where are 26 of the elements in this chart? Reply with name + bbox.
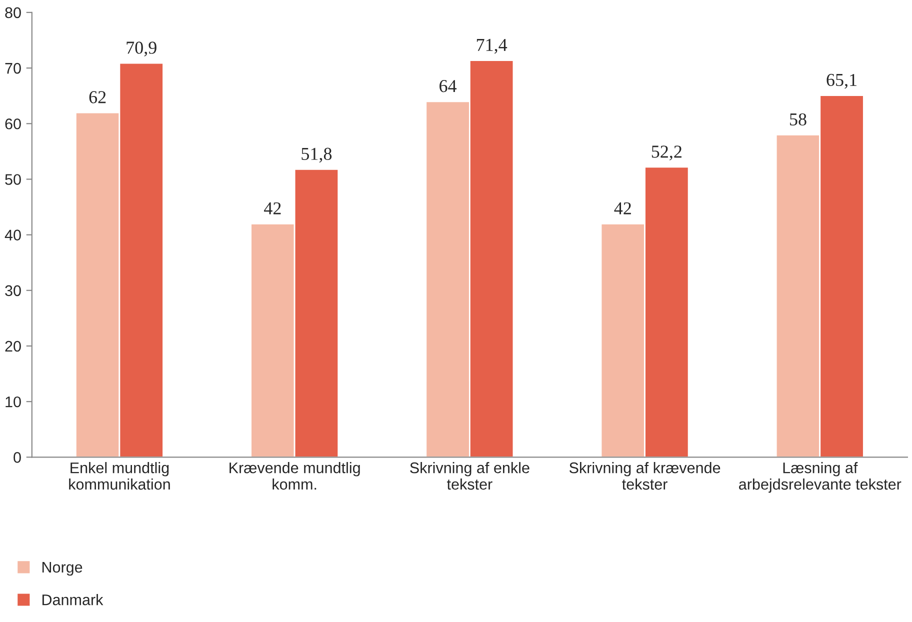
y-tick-label: 0 (14, 452, 21, 463)
data-label: 62 (89, 91, 106, 104)
data-label: 71,4 (476, 38, 508, 54)
data-label: 51,8 (302, 148, 332, 163)
y-tick-label: 10 (6, 396, 21, 408)
legend-label: Danmark (42, 594, 104, 606)
data-label: 52,2 (652, 146, 682, 160)
y-tick-label: 80 (5, 7, 21, 18)
y-tick-label: 30 (5, 285, 21, 296)
y-tick-label: 20 (5, 340, 21, 352)
x-tick-label: Skrivning af enkle tekster (410, 462, 530, 490)
data-label: 65,1 (826, 74, 856, 89)
data-label: 42 (264, 202, 281, 214)
x-tick-label: Enkel mundtlig kommunikation (69, 462, 170, 490)
x-tick-label: Krævende mundtlig komm. (230, 462, 360, 490)
data-label: 64 (440, 80, 457, 92)
legend-label: Norge (42, 562, 82, 576)
x-tick-label: Læsning af arbejdsrelevante tekster (739, 462, 902, 493)
data-label: 58 (790, 113, 806, 126)
y-tick-label: 40 (4, 230, 21, 240)
y-tick-label: 70 (5, 62, 21, 74)
x-tick-label: Skrivning af krævende tekster (569, 462, 720, 490)
y-tick-label: 50 (5, 174, 21, 185)
data-label: 70,9 (126, 42, 156, 56)
data-label: 42 (614, 202, 631, 214)
y-tick-label: 60 (5, 118, 21, 130)
